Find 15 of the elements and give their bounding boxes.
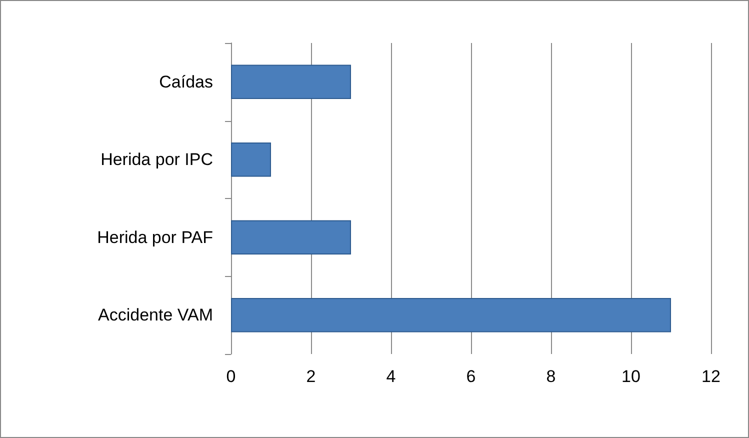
y-tick-label: Caídas (159, 72, 213, 92)
y-tick-label: Herida por IPC (100, 150, 213, 170)
x-tick-label: 0 (226, 367, 236, 386)
bar (231, 298, 671, 332)
y-tick-label: Accidente VAM (98, 306, 213, 325)
bar (231, 142, 271, 177)
x-tick-label: 12 (702, 367, 720, 386)
bar (231, 64, 351, 99)
x-tick-label: 10 (622, 367, 640, 386)
x-tick-label: 8 (546, 367, 556, 386)
bar (231, 220, 351, 254)
y-tick-label: Herida por PAF (97, 228, 213, 247)
x-tick-label: 4 (386, 367, 396, 386)
x-tick-label: 2 (306, 367, 316, 386)
x-tick-label: 6 (466, 367, 476, 386)
